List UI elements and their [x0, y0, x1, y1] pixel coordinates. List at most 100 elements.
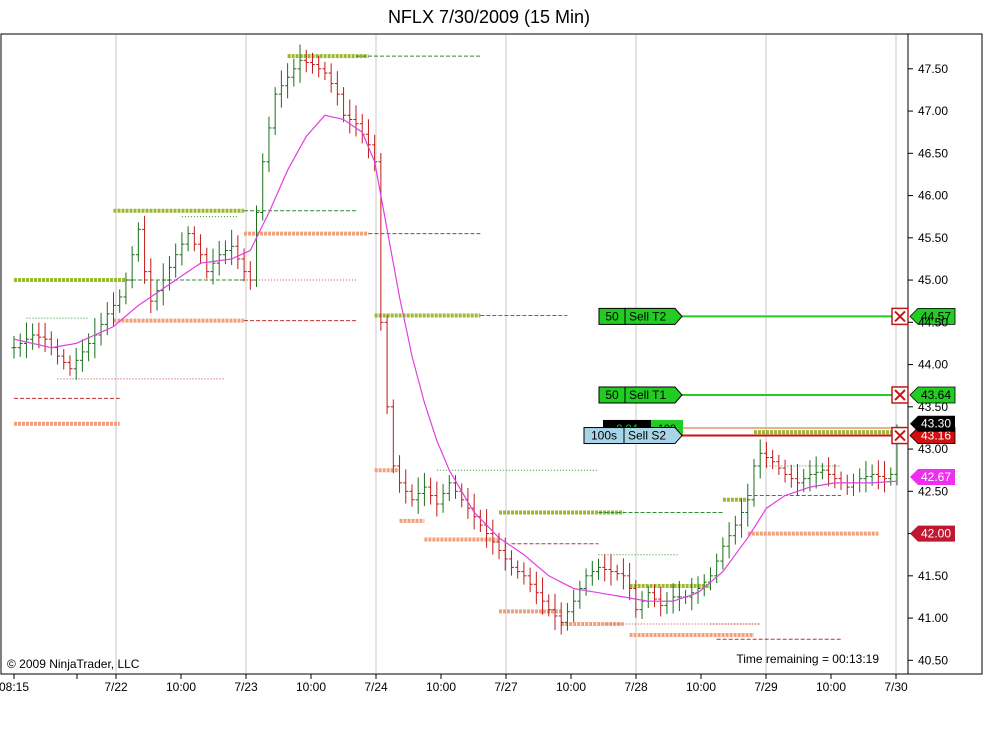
order-label: Sell S2 [628, 429, 666, 443]
ohlc-bar [241, 248, 247, 282]
y-tick-label: 43.00 [918, 442, 948, 456]
ohlc-bar [173, 243, 179, 278]
order-qty: 50 [605, 388, 619, 402]
time-remaining-label: Time remaining = 00:13:19 [736, 652, 879, 666]
ohlc-bar [751, 458, 757, 507]
ohlc-bar [651, 584, 657, 607]
ohlc-bar [378, 152, 384, 331]
y-tick-label: 41.00 [918, 611, 948, 625]
cancel-order-icon[interactable] [891, 386, 909, 404]
ohlc-bar [204, 247, 210, 279]
ohlc-bar [210, 248, 216, 285]
y-tick-label: 47.50 [918, 62, 948, 76]
ohlc-bar [564, 602, 570, 631]
ohlc-bar [614, 564, 620, 581]
ohlc-bar [160, 263, 166, 306]
ohlc-bar [235, 235, 241, 270]
ohlc-bar [384, 314, 390, 415]
order-label: Sell T1 [629, 388, 666, 402]
ohlc-bar [185, 226, 191, 252]
ohlc-bar [272, 87, 278, 135]
chart-title: NFLX 7/30/2009 (15 Min) [388, 7, 590, 27]
ohlc-bar [875, 460, 881, 490]
ohlc-bar [776, 454, 782, 475]
ohlc-bar [341, 87, 347, 123]
x-tick-label: 10:00 [426, 680, 456, 694]
plot-area-border [0, 33, 983, 675]
ohlc-bar [42, 322, 48, 352]
x-tick-label: 08:15 [0, 680, 29, 694]
ohlc-bar [36, 322, 42, 349]
order-qty: 100s [591, 429, 617, 443]
cancel-order-icon[interactable] [891, 426, 909, 445]
ohlc-bar [832, 464, 838, 489]
ohlc-bar [247, 261, 253, 290]
ohlc-bar [309, 52, 315, 74]
ohlc-bar [745, 483, 751, 527]
ohlc-bar [135, 222, 141, 262]
ohlc-bar [79, 339, 85, 372]
order-line[interactable]: 100s Sell S2 43.16 [583, 426, 956, 445]
ohlc-bar [546, 594, 552, 617]
ohlc-bar [278, 70, 284, 108]
svg-text:44.57: 44.57 [921, 309, 951, 323]
ohlc-bar [328, 63, 334, 93]
ohlc-bar [117, 289, 123, 313]
order-line[interactable]: 50 Sell T1 43.64 [598, 386, 956, 404]
price-markers: 43.30 42.67 42.00 [910, 415, 955, 542]
ohlc-bar [403, 469, 409, 504]
price-marker: 42.00 [910, 525, 955, 542]
copyright-label: © 2009 NinjaTrader, LLC [7, 657, 140, 671]
ohlc-bar [110, 292, 116, 326]
x-tick-label: 10:00 [556, 680, 586, 694]
ohlc-bar [365, 119, 371, 159]
ohlc-bar [521, 562, 527, 585]
ohlc-bar [608, 553, 614, 586]
y-tick-label: 43.50 [918, 400, 948, 414]
ohlc-bar [763, 442, 769, 468]
y-tick-label: 46.50 [918, 146, 948, 160]
x-tick-label: 7/30 [884, 680, 908, 694]
ohlc-bar [73, 347, 79, 381]
order-line[interactable]: 50 Sell T2 44.57 [598, 307, 956, 326]
ohlc-bar [23, 322, 29, 359]
x-tick-label: 7/27 [494, 680, 518, 694]
order-label: Sell T2 [629, 309, 666, 323]
ohlc-bar [303, 49, 309, 73]
ohlc-bar [602, 554, 608, 582]
x-tick-label: 7/29 [754, 680, 778, 694]
cancel-order-icon[interactable] [891, 307, 909, 326]
ohlc-bar [863, 461, 869, 493]
ohlc-bar [179, 232, 185, 266]
support-resistance-bands [14, 54, 897, 637]
ohlc-bar [515, 560, 521, 579]
ohlc-bar [540, 577, 546, 615]
ohlc-bar [788, 464, 794, 488]
ohlc-bar [508, 550, 514, 576]
x-tick-label: 10:00 [166, 680, 196, 694]
x-tick-label: 7/23 [234, 680, 258, 694]
ohlc-bar [129, 246, 135, 289]
ohlc-bar [123, 272, 129, 305]
ohlc-bar [334, 71, 340, 106]
ohlc-bar [620, 558, 626, 590]
ohlc-bar [198, 234, 204, 265]
y-tick-label: 40.50 [918, 653, 948, 667]
ohlc-bar [260, 153, 266, 221]
ohlc-bar [801, 468, 807, 492]
ohlc-bar [807, 460, 813, 492]
ohlc-bar [596, 558, 602, 580]
ohlc-bar [316, 55, 322, 78]
ohlc-bar [757, 439, 763, 479]
y-tick-label: 47.00 [918, 104, 948, 118]
svg-text:43.30: 43.30 [921, 417, 951, 431]
ohlc-bar [720, 537, 726, 570]
ohlc-bar [726, 522, 732, 559]
ohlc-bar [888, 467, 894, 486]
ohlc-bar [869, 464, 875, 486]
y-tick-label: 45.50 [918, 231, 948, 245]
